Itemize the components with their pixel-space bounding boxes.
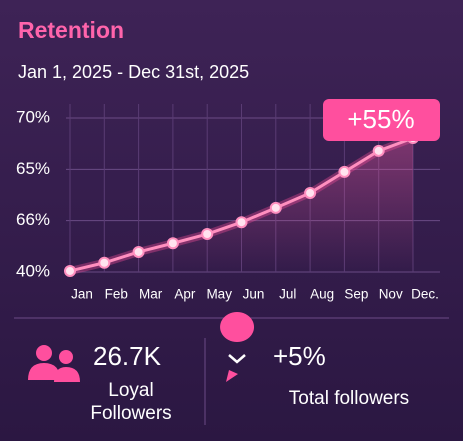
- x-tick-label: Jul: [279, 287, 296, 302]
- x-tick-label: Jan: [71, 287, 93, 302]
- x-tick-label: Sep: [344, 287, 368, 302]
- x-tick-label: Dec.: [411, 287, 439, 302]
- point: [201, 228, 214, 241]
- point: [98, 256, 111, 269]
- x-tick-label: Feb: [105, 287, 128, 302]
- y-tick-label: 70%: [16, 107, 50, 126]
- subtitle: Jan 1, 2025 - Dec 31st, 2025: [18, 62, 249, 82]
- point: [372, 144, 385, 157]
- x-tick-label: Nov: [379, 287, 403, 302]
- point: [304, 186, 317, 199]
- area-glow: [70, 138, 413, 272]
- point: [338, 165, 351, 178]
- badge: [323, 99, 440, 141]
- x-tick-label: Apr: [174, 287, 196, 302]
- x-tick-label: Mar: [139, 287, 163, 302]
- point: [235, 216, 248, 229]
- x-tick-label: Jun: [243, 287, 265, 302]
- y-tick-label: 65%: [16, 159, 50, 178]
- chart: 70% 65% 66% 40% Jan Feb Mar Apr May Jun Jul Aug Sep N…: [16, 99, 440, 302]
- point: [269, 201, 282, 214]
- stat-value: +5%: [273, 341, 326, 371]
- x-tick-label: Aug: [310, 287, 334, 302]
- stat-label: Followers: [90, 403, 171, 424]
- heart-icon: [220, 312, 255, 382]
- point: [132, 245, 145, 258]
- point: [166, 237, 179, 250]
- badge-text: +55%: [347, 104, 414, 134]
- stat-value: 26.7K: [93, 341, 162, 371]
- title: Retention: [18, 17, 124, 43]
- point: [64, 264, 76, 277]
- stat-label: Total followers: [289, 388, 409, 409]
- y-tick-label: 40%: [16, 261, 50, 280]
- followers-icon: [28, 345, 80, 382]
- x-tick-label: May: [206, 287, 232, 302]
- stat-label: Loyal: [108, 380, 153, 401]
- y-tick-label: 66%: [16, 210, 50, 229]
